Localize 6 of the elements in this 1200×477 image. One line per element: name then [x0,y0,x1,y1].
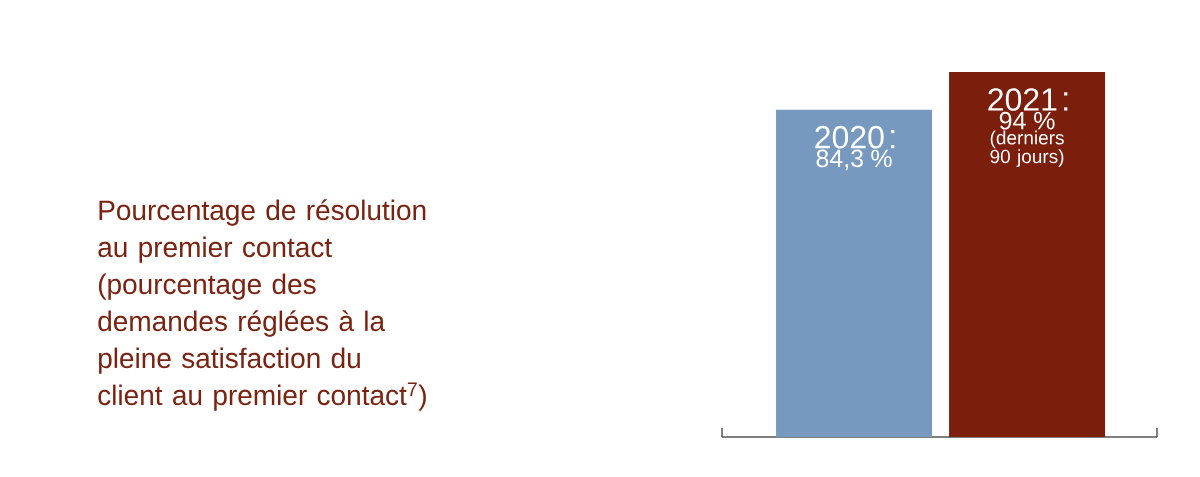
data-label: 94 % [999,111,1055,130]
data-label: 84,3 % [816,149,892,171]
x-tick-label: 2021 [988,88,1057,111]
x-tick-label: 2020 [815,125,884,149]
text: Pourcentage de résolution au premier contact (pourcentage des demandes réglées à la pleine satisfaction du client au premier contact$^{7}$) [98,199,426,411]
annotation: (derniers 90 jours) [990,130,1064,167]
